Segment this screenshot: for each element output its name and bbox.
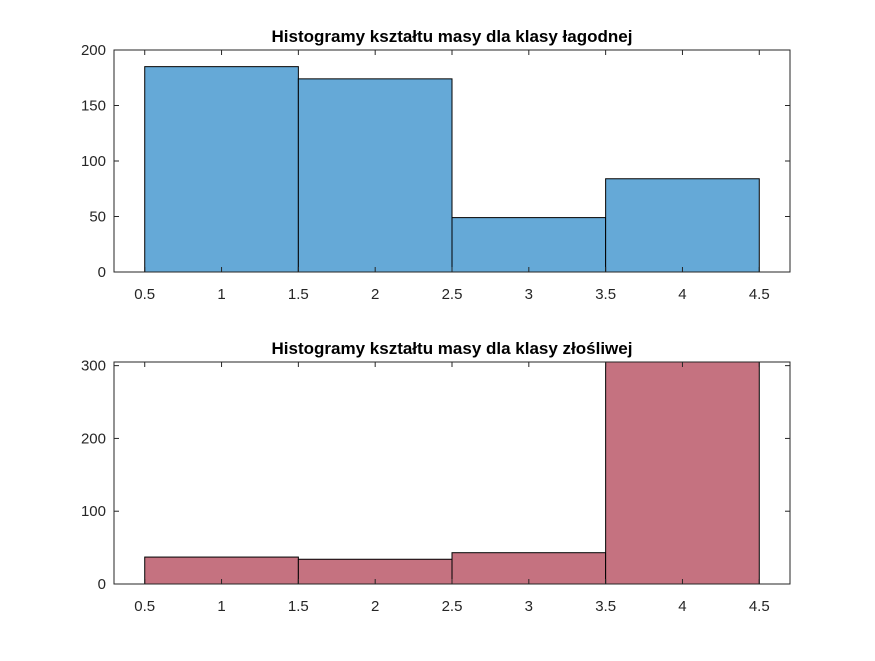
x-tick-label: 3 [525,286,533,303]
x-tick-label: 2.5 [442,598,463,615]
x-tick-label: 2 [371,598,379,615]
y-tick-label: 50 [89,209,106,226]
y-tick-label: 300 [81,358,106,375]
x-tick-label: 1 [217,598,225,615]
x-tick-label: 3 [525,598,533,615]
x-tick-label: 4.5 [749,286,770,303]
y-tick-label: 100 [81,503,106,520]
y-tick-label: 100 [81,153,106,170]
chart-benign: 0.5 1 1.5 2 2.5 3 3.5 4 4.5 0 50 100 150 200 Histogram… [81,27,791,303]
x-tick-label: 4.5 [749,598,770,615]
x-tick-label: 0.5 [134,598,155,615]
x-tick-label: 3.5 [595,286,616,303]
x-tick-label: 2.5 [442,286,463,303]
histogram-bar [144,66,299,273]
chart-title: Histogramy kształtu masy dla klasy łagod… [272,27,633,46]
x-tick-label: 4 [678,598,686,615]
y-tick-label: 0 [98,264,106,281]
histogram-bar [605,178,760,273]
x-tick-label: 1.5 [288,286,309,303]
x-tick-label: 0.5 [134,286,155,303]
y-tick-label: 150 [81,98,106,115]
y-tick-label: 200 [81,430,106,447]
x-tick-label: 4 [678,286,686,303]
chart-malignant: 0.5 1 1.5 2 2.5 3 3.5 4 4.5 0 100 200 300 Histogramy … [81,339,791,615]
x-tick-label: 1.5 [288,598,309,615]
x-tick-label: 2 [371,286,379,303]
x-tick-label: 1 [217,286,225,303]
histogram-bar [297,78,453,273]
histogram-bar [451,217,607,273]
y-tick-label: 200 [81,42,106,59]
chart-title: Histogramy kształtu masy dla klasy złośl… [272,339,633,358]
x-tick-label: 3.5 [595,598,616,615]
y-tick-label: 0 [98,576,106,593]
histogram-bar [605,361,760,585]
